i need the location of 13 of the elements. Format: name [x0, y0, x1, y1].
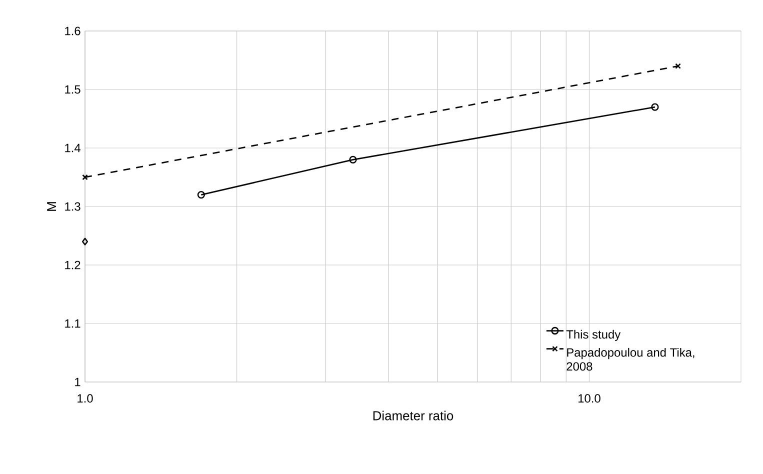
y-tick-label: 1.1: [65, 319, 80, 328]
y-axis-title: M: [47, 202, 56, 211]
legend-label: Papadopoulou and Tika, 2008: [566, 348, 694, 371]
y-tick-label: 1.6: [65, 26, 80, 36]
x-tick-label: 10.0: [578, 394, 600, 403]
legend-label: This study: [566, 330, 621, 342]
x-axis-title: Diameter ratio: [373, 410, 454, 420]
x-tick-label: 1.0: [78, 394, 93, 403]
y-tick-label: 1.3: [65, 202, 80, 211]
y-tick-label: 1.4: [65, 144, 80, 152]
y-tick-label: 1.2: [65, 260, 80, 270]
y-tick-label: 1: [75, 378, 80, 386]
y-tick-label: 1.5: [65, 85, 80, 94]
